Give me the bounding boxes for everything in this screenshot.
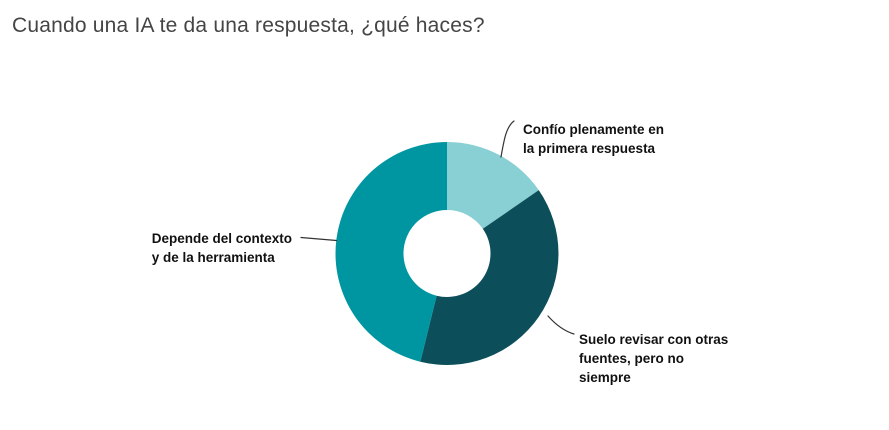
donut-segment-2[interactable] [335, 142, 447, 362]
callout-connectors [300, 120, 575, 335]
connector-depends-context [300, 236, 338, 242]
donut-segments [335, 142, 559, 365]
callout-trust-first-answer: Confío plenamente en la primera respuest… [523, 122, 665, 156]
donut-segment-0[interactable] [447, 142, 539, 229]
callout-depends-context: Depende del contexto y de la herramienta [151, 231, 292, 265]
connector-check-other-sources [547, 315, 575, 335]
page-title: Cuando una IA te da una respuesta, ¿qué … [12, 14, 485, 37]
connector-trust-first-answer [500, 120, 515, 158]
donut-segment-1[interactable] [420, 190, 559, 365]
callout-check-other-sources: Suelo revisar con otras fuentes, pero no… [579, 332, 729, 385]
